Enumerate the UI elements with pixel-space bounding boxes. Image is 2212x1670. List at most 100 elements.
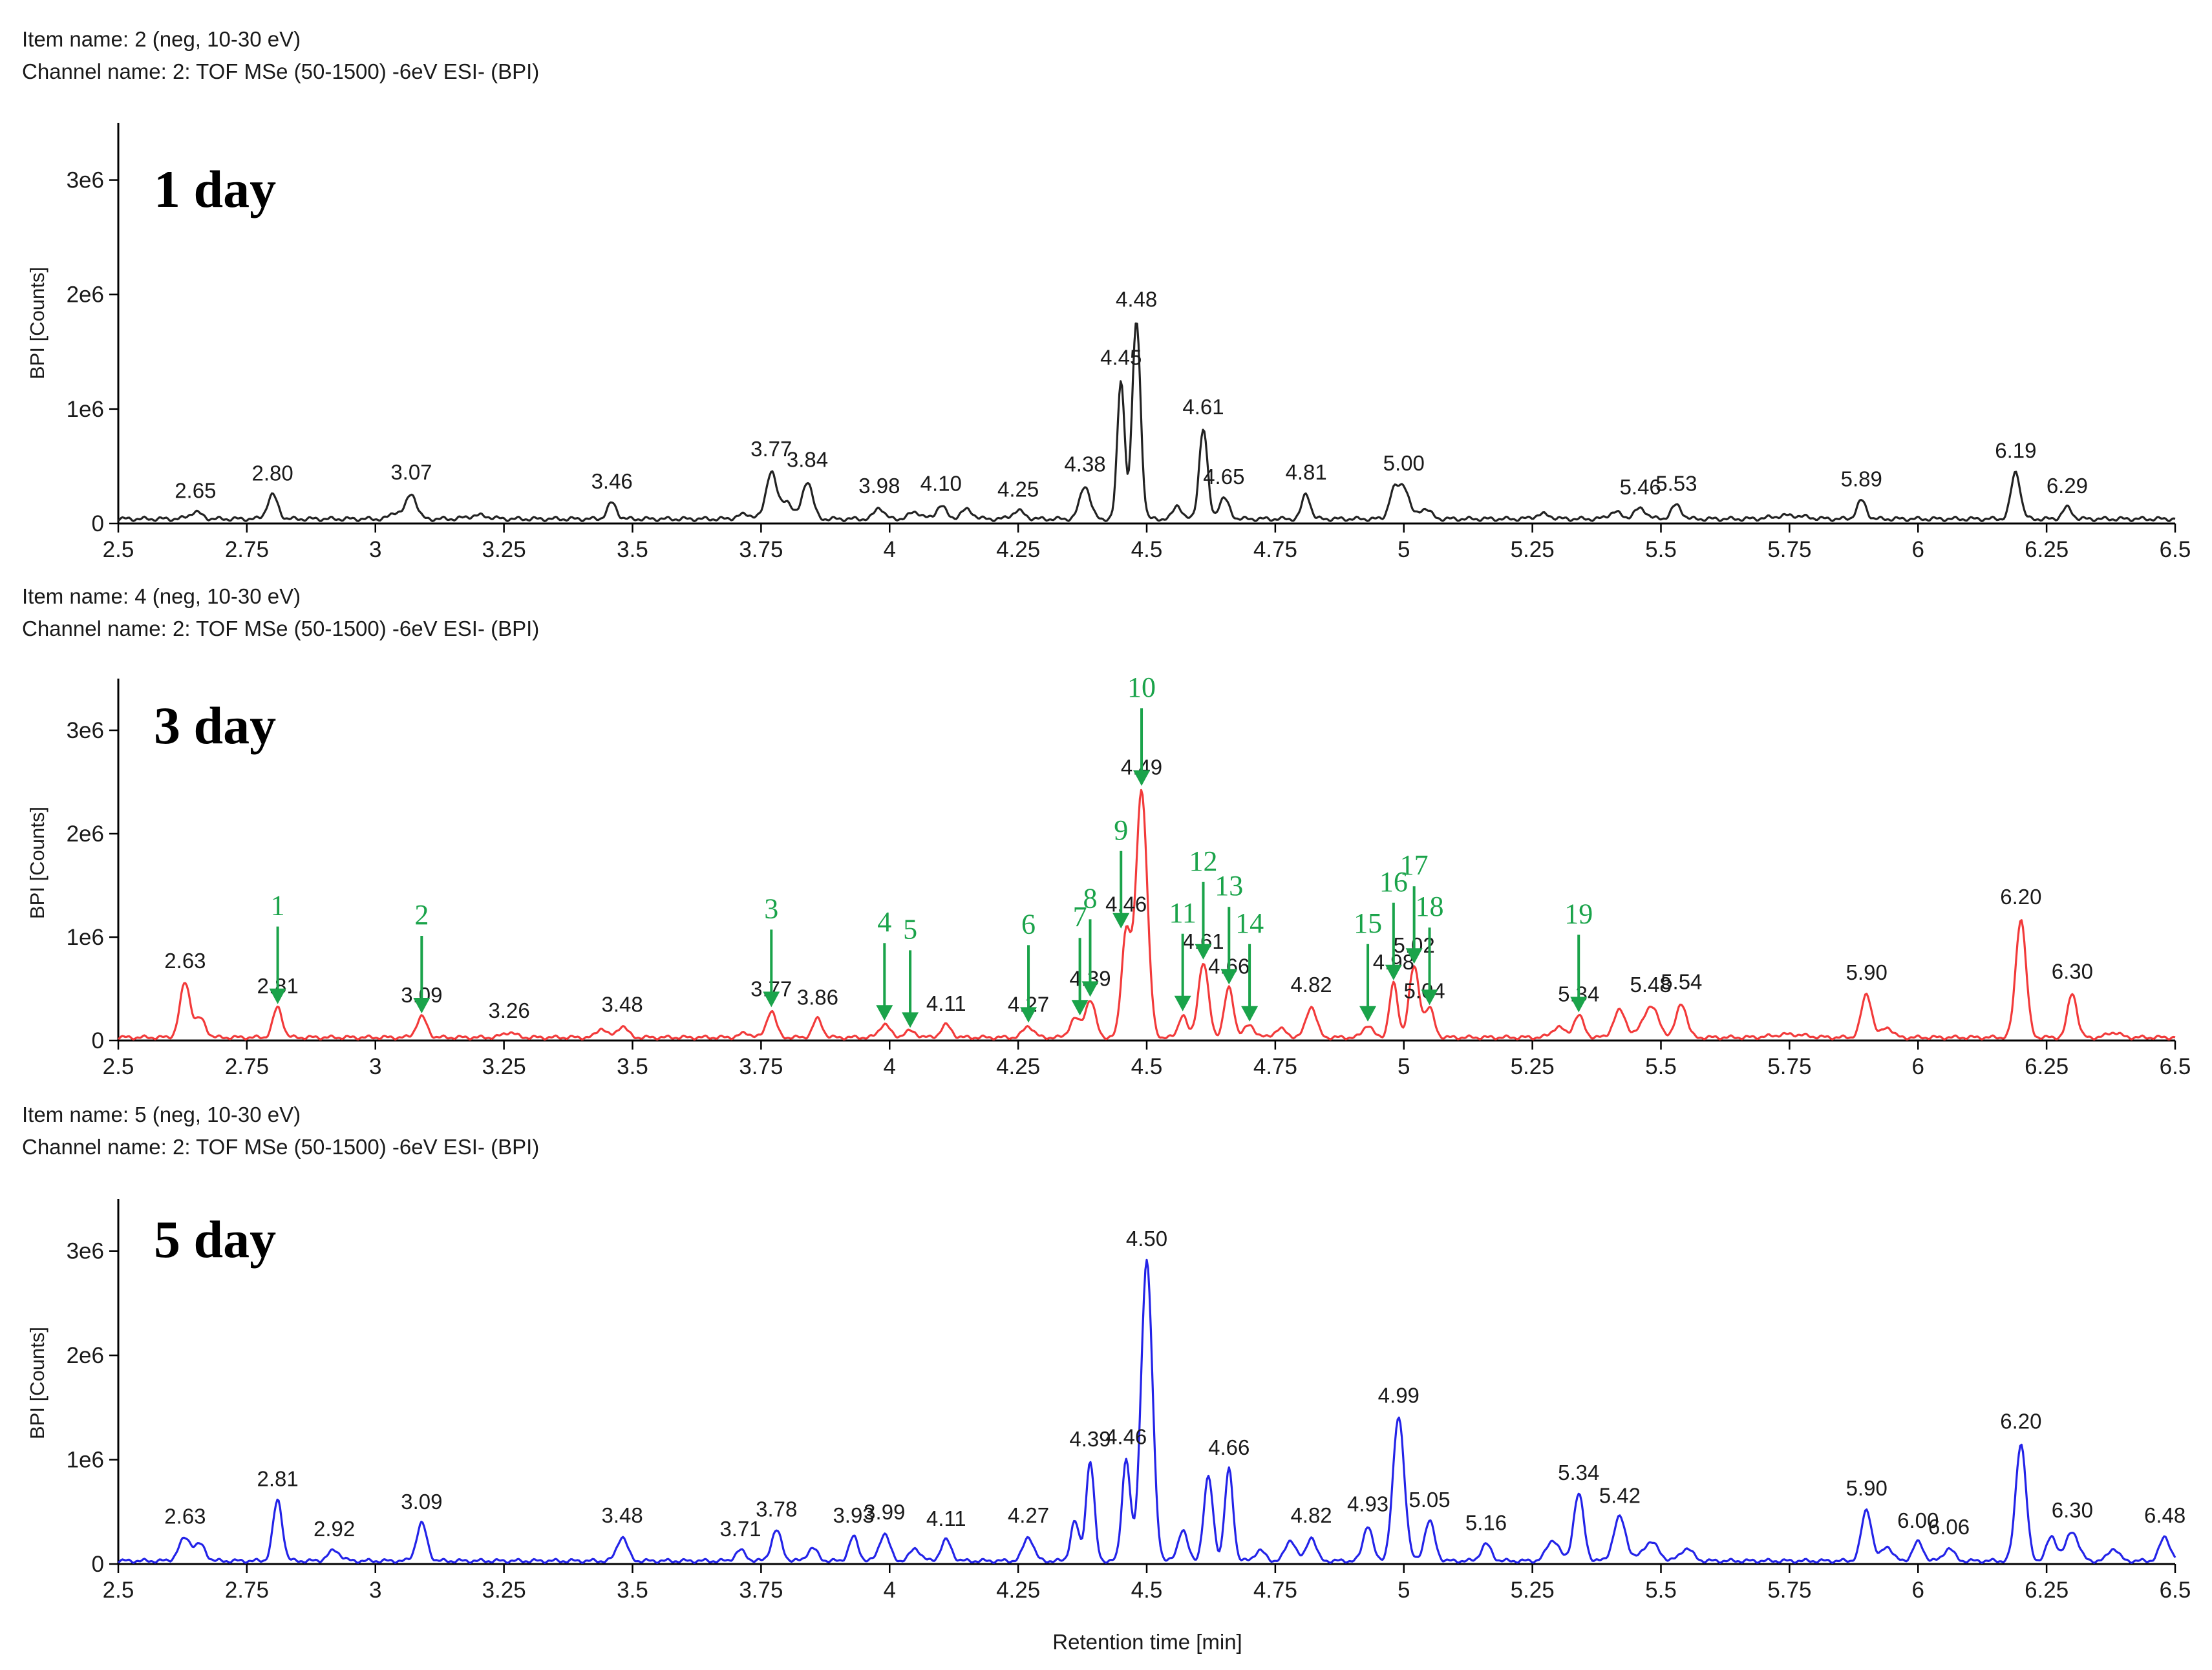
panel1-day-title: 1 day [154,160,276,218]
x-tick-label: 3 [369,537,381,562]
peak-label: 2.63 [164,949,206,973]
x-tick-label: 4.5 [1131,537,1163,562]
x-tick-label: 5.5 [1645,537,1677,562]
peak-label: 6.06 [1928,1515,1970,1539]
compound-number: 8 [1083,882,1097,914]
panel1-channel-name: Channel name: 2: TOF MSe (50-1500) -6eV … [22,59,540,83]
peak-label: 4.81 [1285,460,1326,484]
compound-arrow-head [1195,944,1212,960]
compound-arrow-head [902,1012,919,1028]
y-tick-label: 2e6 [67,821,104,847]
x-tick-label: 4 [884,1578,896,1603]
compound-number: 3 [764,893,778,924]
peak-label: 6.20 [2000,1410,2041,1433]
compound-arrow-head [1385,964,1402,980]
peak-label: 5.90 [1846,1476,1888,1500]
compound-number: 15 [1354,907,1382,939]
x-tick-label: 5.25 [1511,1054,1555,1079]
peak-label: 5.34 [1558,1461,1599,1485]
peak-label: 3.77 [750,437,792,461]
peak-label: 3.78 [756,1497,797,1521]
x-tick-label: 4.5 [1131,1578,1163,1603]
compound-arrow-head [1133,770,1151,786]
compound-arrow-head [1020,1007,1037,1023]
x-tick-label: 3.25 [482,537,526,562]
x-tick-label: 5.5 [1645,1578,1677,1603]
compound-number: 4 [877,906,891,938]
panel2-channel-name: Channel name: 2: TOF MSe (50-1500) -6eV … [22,617,540,640]
x-tick-label: 5.75 [1767,1054,1811,1079]
x-tick-label: 6 [1912,537,1924,562]
y-tick-label: 1e6 [67,397,104,422]
panel3-item-name: Item name: 5 (neg, 10-30 eV) [22,1103,301,1126]
compound-number: 16 [1379,866,1408,898]
x-tick-label: 2.75 [225,537,269,562]
peak-label: 5.42 [1599,1483,1641,1507]
peak-label: 4.50 [1126,1227,1167,1251]
x-tick-label: 4 [884,1054,896,1079]
compound-arrow-head [1220,969,1238,985]
peak-label: 4.66 [1208,1435,1250,1459]
peak-label: 4.38 [1064,452,1105,476]
x-tick-label: 2.75 [225,1578,269,1603]
compound-arrow-head [763,991,780,1008]
compound-number: 18 [1416,891,1444,922]
x-tick-label: 4.75 [1253,1578,1297,1603]
x-tick-label: 3.5 [617,1054,648,1079]
series-trace [117,322,2176,522]
panel2-item-name: Item name: 4 (neg, 10-30 eV) [22,584,301,608]
compound-number: 12 [1189,845,1218,877]
peak-label: 3.93 [833,1503,874,1527]
x-tick-label: 4.75 [1253,537,1297,562]
compound-number: 17 [1400,849,1429,881]
compound-arrow-head [1570,997,1588,1013]
x-tick-label: 5.5 [1645,1054,1677,1079]
x-tick-label: 6.25 [2025,537,2068,562]
peak-label: 3.07 [390,460,432,484]
x-tick-label: 3.75 [739,537,783,562]
series-trace [118,1258,2176,1564]
compound-arrow-head [1241,1006,1259,1022]
x-tick-label: 5.25 [1511,1578,1555,1603]
compound-number: 2 [414,899,429,931]
x-tick-label: 5 [1398,1578,1410,1603]
peak-label: 6.19 [1995,438,2036,462]
peak-label: 3.46 [591,469,633,493]
x-tick-label: 5 [1398,1054,1410,1079]
panel2-y-axis-title: BPI [Counts] [26,807,48,919]
peak-label: 6.48 [2144,1503,2185,1527]
compound-arrow-head [1359,1006,1377,1022]
panel3-channel-name: Channel name: 2: TOF MSe (50-1500) -6eV … [22,1135,540,1159]
peak-label: 3.48 [601,993,643,1017]
peak-label: 5.16 [1465,1510,1507,1534]
peak-label: 6.30 [2052,1498,2093,1522]
x-tick-label: 2.5 [103,1578,134,1603]
peak-label: 4.65 [1203,465,1244,489]
peak-label: 6.30 [2052,959,2093,983]
panel-2: 2.5 2.75 3 3.25 3.5 3.75 4 4.25 4.5 4.75 5 5.25 5.5 5… [67,671,2191,1079]
peak-label: 6.20 [2000,885,2041,909]
panel-3: 2.5 2.75 3 3.25 3.5 3.75 4 4.25 4.5 4.75 5 5.25 5.5 5… [67,1199,2191,1603]
compound-number: 1 [271,890,285,922]
peak-label: 4.11 [926,1506,966,1530]
x-tick-label: 4.25 [996,1054,1040,1079]
peak-label: 6.00 [1897,1508,1939,1532]
compound-arrow-head [269,988,286,1004]
peak-label: 5.48 [1630,973,1671,997]
peak-label: 3.84 [787,447,828,471]
compound-arrow-head [1071,1000,1089,1016]
x-tick-label: 6.25 [2025,1054,2068,1079]
peak-label: 3.98 [858,474,900,498]
panel3-y-axis-title: BPI [Counts] [26,1327,48,1439]
series-trace [118,788,2176,1041]
x-tick-label: 4.5 [1131,1054,1163,1079]
peak-label: 4.48 [1116,287,1157,311]
x-tick-label: 3.75 [739,1578,783,1603]
x-tick-label: 5.75 [1767,1578,1811,1603]
compound-arrow-head [1421,989,1438,1006]
compound-number: 13 [1215,870,1243,902]
peak-label: 2.63 [164,1504,206,1528]
y-tick-label: 2e6 [67,282,104,308]
